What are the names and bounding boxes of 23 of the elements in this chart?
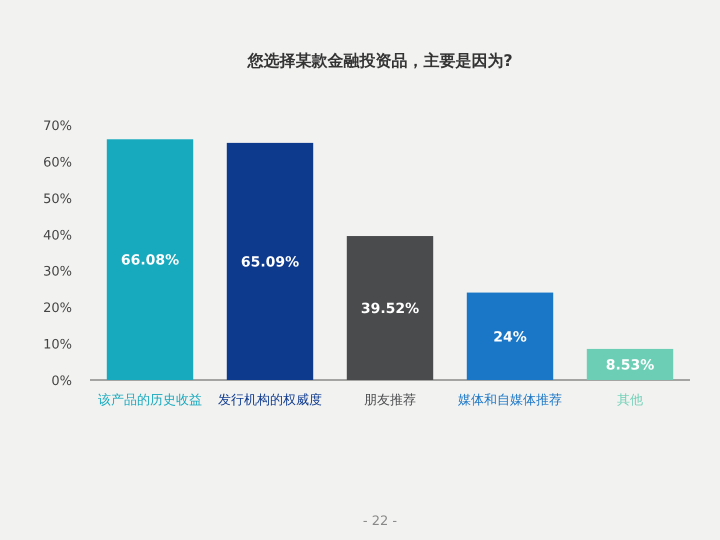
x-tick-label: 发行机构的权威度 [218, 392, 322, 408]
y-tick-label: 20% [43, 301, 72, 316]
x-tick-label: 该产品的历史收益 [98, 392, 202, 408]
y-tick-label: 0% [51, 374, 72, 389]
y-tick-label: 10% [43, 338, 72, 353]
bar [466, 292, 554, 380]
y-tick-label: 40% [43, 228, 72, 244]
data-label: 39.52% [360, 301, 420, 318]
bar [106, 139, 194, 380]
data-label: 66.08% [120, 252, 180, 269]
x-tick-label: 朋友推荐 [364, 393, 416, 408]
chart-title: 您选择某款金融投资品，主要是因为? [246, 51, 513, 70]
y-tick-label: 50% [43, 192, 72, 207]
data-label: 8.53% [606, 357, 654, 374]
data-label: 24% [493, 329, 527, 346]
bar [226, 142, 314, 380]
y-tick-label: 60% [43, 155, 72, 170]
text: - 22 - [362, 514, 398, 529]
y-tick-label: 70% [43, 119, 72, 134]
y-tick-label: 30% [43, 264, 72, 280]
data-label: 65.09% [240, 254, 300, 270]
x-tick-label: 媒体和自媒体推荐 [458, 393, 562, 408]
x-tick-label: 其他 [617, 393, 643, 408]
